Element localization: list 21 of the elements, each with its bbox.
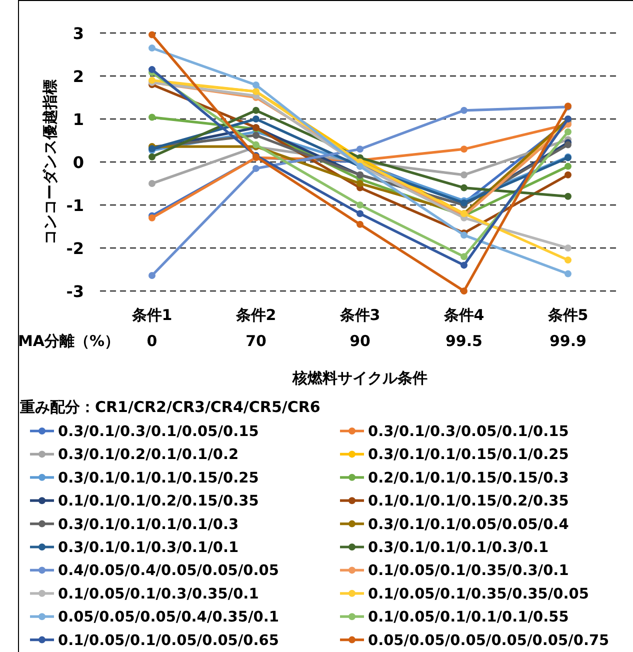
x-tick-label: 条件3 (338, 306, 380, 324)
x-tick-label: 条件4 (442, 306, 484, 324)
legend-title: 重み配分：CR1/CR2/CR3/CR4/CR5/CR6 (19, 398, 320, 416)
text: 99.9 (549, 332, 587, 350)
y-tick-label: -2 (66, 239, 84, 258)
y-tick-label: 0 (72, 153, 84, 172)
text: 90 (350, 332, 370, 350)
y-tick-label: 2 (72, 67, 84, 86)
y-tick-label: -3 (66, 282, 84, 301)
y-tick-label: 1 (72, 110, 84, 129)
y-axis-title: コンコーダンス優越指標 (41, 80, 59, 244)
x-tick-label: 条件1 (130, 306, 172, 324)
x-tick-label: 条件5 (546, 306, 588, 324)
x-tick-label: 条件2 (234, 306, 276, 324)
y-tick-label: -1 (66, 196, 84, 215)
text: 0 (146, 332, 158, 350)
text: 99.5 (445, 332, 483, 350)
text: 70 (246, 332, 266, 350)
y-tick-label: 3 (72, 24, 84, 43)
text: MA分離（%） (18, 332, 120, 350)
x-axis-title: 核燃料サイクル条件 (292, 369, 428, 387)
